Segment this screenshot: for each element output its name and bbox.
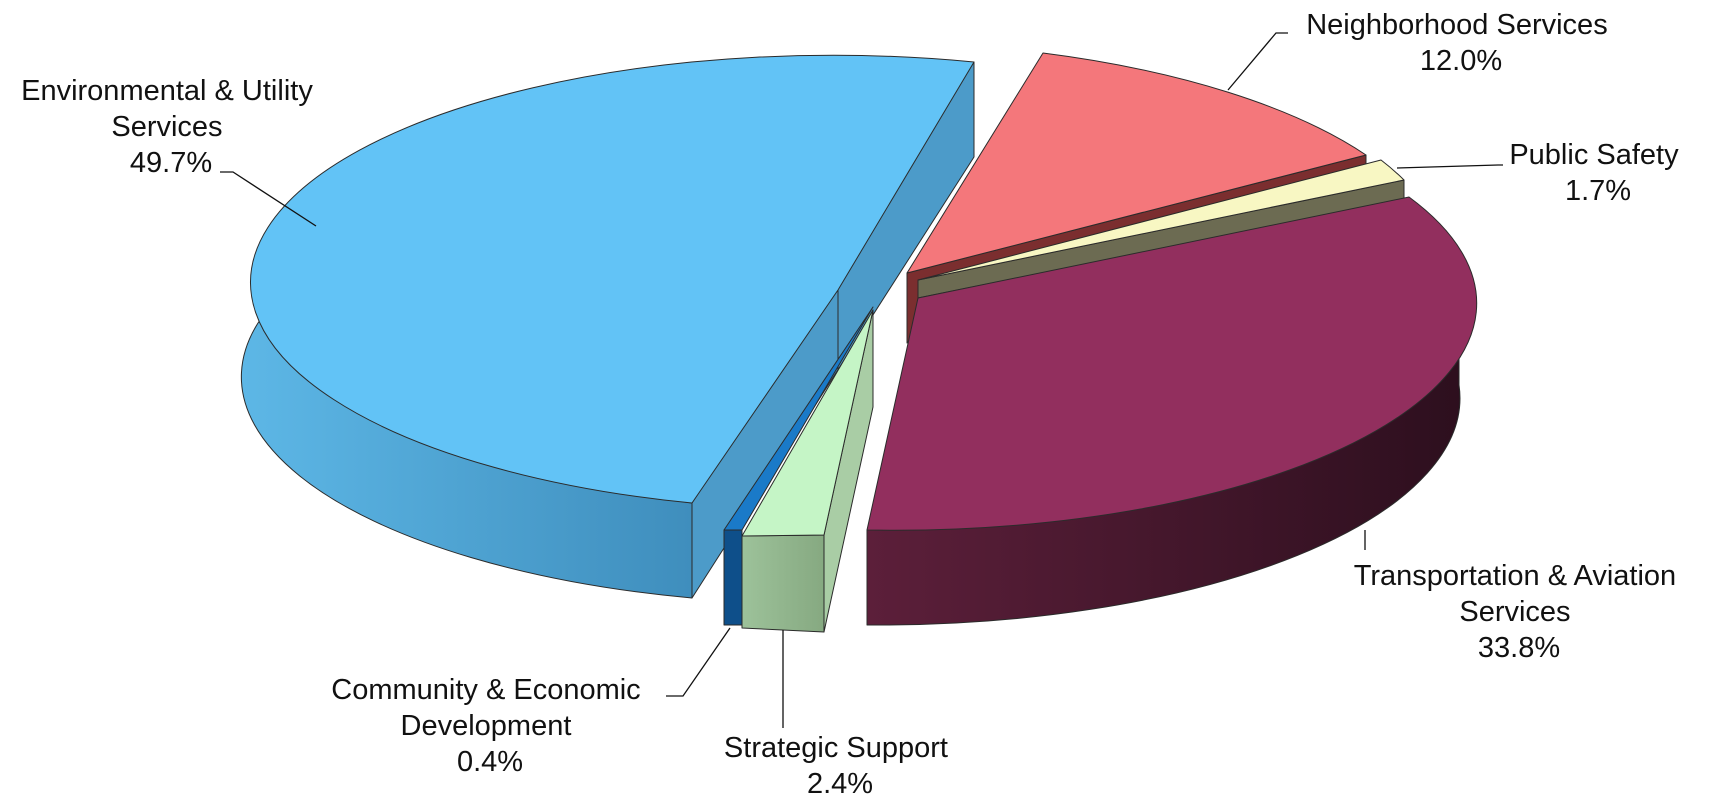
label-public-safety: Public Safety 1.7%: [1509, 139, 1686, 207]
label-neighborhood-services: Neighborhood Services 12.0%: [1306, 9, 1616, 77]
slice-public-safety: [917, 159, 1405, 299]
slice-strategic-support: [741, 309, 874, 633]
leader-lines: [220, 32, 1503, 728]
label-transportation-aviation: Transportation & Aviation Services 33.8%: [1354, 560, 1684, 664]
slice-transportation-aviation: [866, 196, 1478, 626]
label-community-economic: Community & Economic Development 0.4%: [331, 674, 649, 778]
leader-line-environmental: [220, 171, 317, 227]
label-environmental-utility: Environmental & Utility Services 49.7%: [21, 75, 321, 179]
label-strategic-support: Strategic Support 2.4%: [724, 732, 956, 799]
slice-community-economic: [723, 306, 874, 626]
slice-environmental-utility: [240, 54, 975, 599]
leader-line-community: [666, 627, 731, 697]
leader-line-neighborhood: [1227, 32, 1288, 91]
data-labels: Environmental & Utility Services 49.7% N…: [21, 9, 1686, 799]
leader-line-public-safety: [1396, 164, 1503, 169]
